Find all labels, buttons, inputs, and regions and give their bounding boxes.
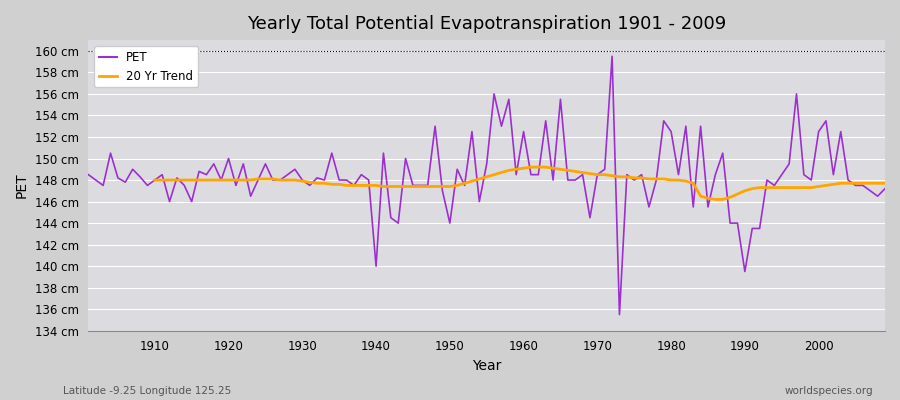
- PET: [614, 312, 625, 317]
- Y-axis label: PET: PET: [15, 173, 29, 198]
- 20 Yr Trend: [879, 181, 890, 186]
- 20 Yr Trend: [835, 181, 846, 186]
- Text: worldspecies.org: worldspecies.org: [785, 386, 873, 396]
- PET: [511, 172, 522, 177]
- PET: [518, 129, 529, 134]
- Line: 20 Yr Trend: 20 Yr Trend: [155, 167, 885, 200]
- 20 Yr Trend: [710, 197, 721, 202]
- PET: [607, 54, 617, 59]
- 20 Yr Trend: [533, 165, 544, 170]
- PET: [348, 183, 359, 188]
- 20 Yr Trend: [319, 181, 329, 186]
- PET: [621, 172, 632, 177]
- X-axis label: Year: Year: [472, 359, 501, 373]
- PET: [304, 183, 315, 188]
- PET: [879, 186, 890, 191]
- PET: [142, 183, 153, 188]
- Line: PET: PET: [88, 56, 885, 314]
- 20 Yr Trend: [526, 165, 536, 170]
- Legend: PET, 20 Yr Trend: PET, 20 Yr Trend: [94, 46, 198, 87]
- 20 Yr Trend: [149, 178, 160, 182]
- Text: Latitude -9.25 Longitude 125.25: Latitude -9.25 Longitude 125.25: [63, 386, 231, 396]
- 20 Yr Trend: [858, 181, 868, 186]
- 20 Yr Trend: [592, 172, 603, 177]
- 20 Yr Trend: [290, 178, 301, 182]
- Title: Yearly Total Potential Evapotranspiration 1901 - 2009: Yearly Total Potential Evapotranspiratio…: [248, 15, 726, 33]
- PET: [83, 172, 94, 177]
